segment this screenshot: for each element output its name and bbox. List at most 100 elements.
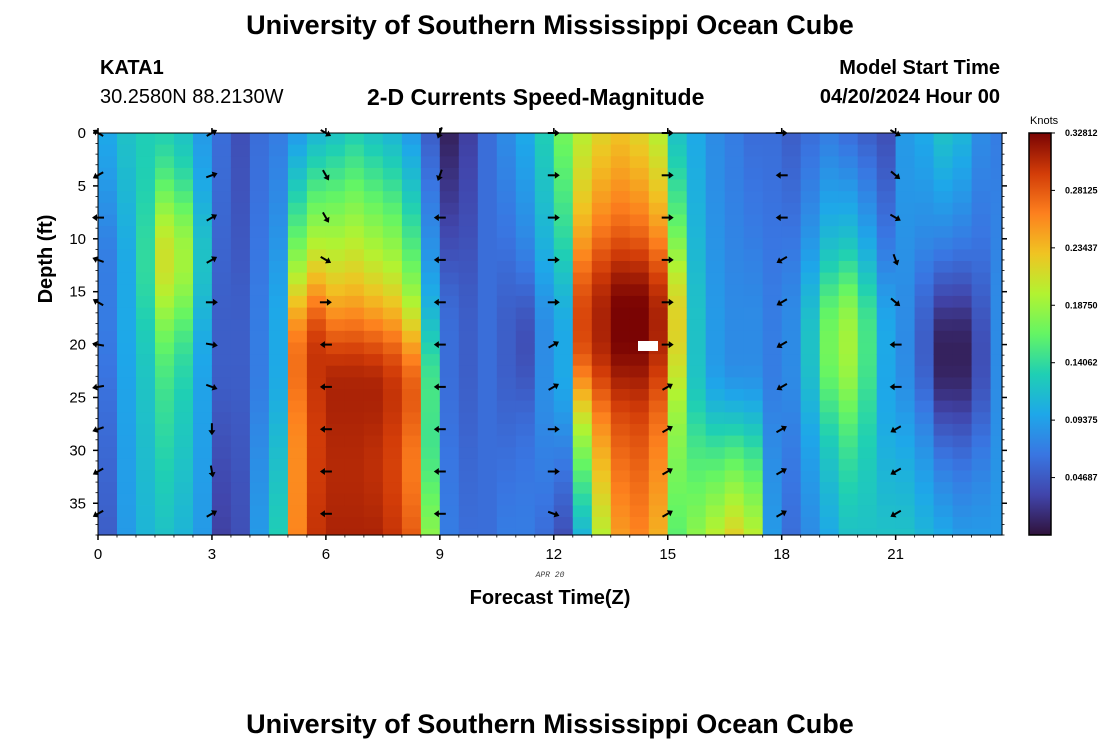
heatmap-cell bbox=[800, 249, 821, 262]
heatmap-cell bbox=[553, 133, 574, 146]
heatmap-cell bbox=[515, 179, 536, 192]
heatmap-cell bbox=[705, 470, 726, 483]
heatmap-cell bbox=[155, 330, 175, 343]
heatmap-cell bbox=[895, 528, 916, 536]
heatmap-cell bbox=[439, 179, 460, 192]
heatmap-cell bbox=[136, 389, 156, 402]
heatmap-cell bbox=[439, 133, 460, 146]
heatmap-cell bbox=[971, 226, 992, 239]
heatmap-cell bbox=[363, 528, 384, 536]
heatmap-cell bbox=[287, 214, 308, 227]
heatmap-cell bbox=[591, 389, 612, 402]
heatmap-cell bbox=[401, 423, 422, 437]
heatmap-cell bbox=[325, 226, 346, 239]
heatmap-cell bbox=[382, 458, 403, 471]
heatmap-cell bbox=[401, 505, 422, 518]
heatmap-cell bbox=[990, 156, 1003, 169]
heatmap-cell bbox=[98, 214, 118, 227]
heatmap-cell bbox=[268, 295, 289, 309]
heatmap-cell bbox=[155, 237, 175, 250]
heatmap-cell bbox=[629, 179, 650, 192]
heatmap-cell bbox=[325, 272, 346, 285]
heatmap-cell bbox=[724, 423, 745, 437]
heatmap-cell bbox=[857, 295, 878, 309]
heatmap-cell bbox=[458, 272, 479, 285]
heatmap-cell bbox=[268, 423, 289, 437]
heatmap-cell bbox=[401, 284, 422, 297]
heatmap-cell bbox=[933, 179, 954, 192]
heatmap-cell bbox=[268, 261, 289, 274]
heatmap-cell bbox=[800, 435, 821, 448]
heatmap-cell bbox=[781, 284, 802, 297]
heatmap-cell bbox=[344, 249, 365, 262]
heatmap-cell bbox=[933, 249, 954, 262]
heatmap-cell bbox=[439, 202, 460, 215]
heatmap-cell bbox=[496, 365, 517, 378]
heatmap-cell bbox=[952, 389, 973, 402]
heatmap-cell bbox=[971, 482, 992, 495]
heatmap-cell bbox=[952, 470, 973, 483]
heatmap-cell bbox=[515, 377, 536, 390]
heatmap-cell bbox=[439, 470, 460, 483]
heatmap-cell bbox=[401, 400, 422, 413]
heatmap-cell bbox=[933, 319, 954, 332]
heatmap-cell bbox=[325, 179, 346, 192]
heatmap-cell bbox=[952, 284, 973, 297]
heatmap-cell bbox=[876, 284, 897, 297]
heatmap-cell bbox=[477, 261, 498, 274]
heatmap-cell bbox=[344, 330, 365, 343]
heatmap-cell bbox=[876, 319, 897, 332]
heatmap-cell bbox=[249, 447, 270, 460]
heatmap-cell bbox=[724, 365, 745, 378]
heatmap-cell bbox=[686, 284, 707, 297]
heatmap-cell bbox=[971, 493, 992, 506]
heatmap-cell bbox=[458, 377, 479, 390]
heatmap-cell bbox=[344, 423, 365, 437]
heatmap-cell bbox=[268, 167, 289, 181]
heatmap-cell bbox=[363, 470, 384, 483]
heatmap-cell bbox=[876, 272, 897, 285]
heatmap-cell bbox=[363, 342, 384, 355]
heatmap-cell bbox=[439, 319, 460, 332]
heatmap-cell bbox=[591, 365, 612, 378]
heatmap-cell bbox=[819, 342, 840, 355]
heatmap-cell bbox=[553, 470, 574, 483]
heatmap-cell bbox=[610, 133, 631, 146]
current-vector-arrow bbox=[319, 341, 332, 349]
heatmap-cell bbox=[98, 447, 118, 460]
heatmap-cell bbox=[933, 389, 954, 402]
heatmap-cell bbox=[496, 272, 517, 285]
heatmap-cell bbox=[117, 133, 137, 146]
heatmap-cell bbox=[344, 226, 365, 239]
heatmap-cell bbox=[534, 493, 555, 506]
heatmap-cell bbox=[306, 249, 327, 262]
heatmap-cell bbox=[477, 435, 498, 448]
heatmap-cell bbox=[572, 202, 593, 215]
heatmap-cell bbox=[686, 389, 707, 402]
heatmap-cell bbox=[287, 330, 308, 343]
heatmap-cell bbox=[401, 435, 422, 448]
heatmap-cell bbox=[781, 179, 802, 192]
heatmap-cell bbox=[136, 528, 156, 536]
heatmap-cell bbox=[458, 319, 479, 332]
heatmap-cell bbox=[838, 295, 859, 309]
heatmap-cell bbox=[648, 447, 669, 460]
heatmap-cell bbox=[287, 423, 308, 437]
heatmap-cell bbox=[420, 167, 441, 181]
heatmap-cell bbox=[762, 261, 783, 274]
heatmap-cell bbox=[686, 482, 707, 495]
heatmap-cell bbox=[553, 261, 574, 274]
heatmap-cell bbox=[762, 226, 783, 239]
heatmap-cell bbox=[876, 133, 897, 146]
heatmap-cell bbox=[724, 493, 745, 506]
heatmap-cell bbox=[990, 377, 1003, 390]
heatmap-cell bbox=[174, 237, 194, 250]
heatmap-cell bbox=[781, 156, 802, 169]
heatmap-cell bbox=[572, 423, 593, 437]
heatmap-cell bbox=[686, 517, 707, 530]
heatmap-cell bbox=[496, 493, 517, 506]
heatmap-cell bbox=[762, 517, 783, 530]
heatmap-cell bbox=[401, 389, 422, 402]
current-vector-arrow bbox=[92, 467, 104, 476]
